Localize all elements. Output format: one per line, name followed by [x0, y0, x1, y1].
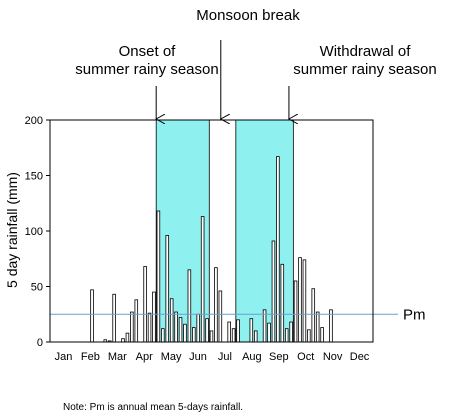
- bar-pentad-58: [302, 259, 307, 343]
- bar-pentad-51: [271, 240, 276, 343]
- bar-pentad-37: [209, 330, 214, 343]
- x-tick-label-dec: Dec: [350, 351, 370, 363]
- annotations: Onset of summer rainy season Monsoon break…: [75, 7, 437, 119]
- x-tick-label-apr: Apr: [136, 351, 153, 363]
- bar-pentad-20: [134, 299, 139, 343]
- x-tick-label-oct: Oct: [297, 351, 314, 363]
- bar-pentad-23: [147, 312, 152, 343]
- shaded-period-2: [235, 119, 294, 343]
- x-tick-label-mar: Mar: [108, 351, 127, 363]
- y-tick-label: 200: [25, 115, 43, 127]
- bar-pentad-43: [236, 319, 240, 343]
- bar-pentad-30: [178, 317, 183, 343]
- bar-pentad-33: [192, 327, 196, 343]
- x-tick-label-feb: Feb: [81, 351, 100, 363]
- bar-pentad-31: [183, 323, 187, 343]
- x-tick-label-sep: Sep: [269, 351, 289, 363]
- annotation-onset: Onset of summer rainy season: [75, 43, 218, 78]
- y-axis-label: 5 day rainfall (mm): [4, 172, 20, 288]
- y-tick-label: 150: [25, 171, 43, 183]
- bar-pentad-29: [174, 311, 178, 343]
- bar-pentad-59: [307, 329, 311, 343]
- bar-pentad-61: [315, 311, 320, 343]
- bar-pentad-53: [280, 263, 285, 343]
- bar-pentad-34: [196, 313, 200, 343]
- x-tick-label-may: May: [161, 351, 182, 363]
- x-tick-label-jul: Jul: [218, 351, 232, 363]
- bar-pentad-19: [130, 311, 134, 343]
- x-tick-label-jun: Jun: [189, 351, 207, 363]
- bar-pentad-55: [289, 321, 293, 343]
- annotation-break: Monsoon break: [196, 7, 300, 24]
- bar-pentad-28: [169, 298, 174, 343]
- reference-line-group: Pm: [50, 306, 426, 323]
- bar-pentad-57: [298, 257, 302, 343]
- bar-pentad-24: [152, 291, 156, 343]
- bar-pentad-46: [249, 318, 254, 343]
- shaded-period-1: [155, 119, 210, 343]
- bar-pentad-62: [320, 327, 324, 343]
- bar-pentad-25: [156, 210, 161, 343]
- bar-pentad-60: [311, 288, 316, 343]
- plot-frame: [49, 119, 374, 343]
- y-tick-label: 100: [25, 226, 43, 238]
- bar-pentad-47: [253, 330, 258, 343]
- chart-note: Note: Pm is annual mean 5-days rainfall.: [63, 402, 243, 413]
- bar-pentad-10: [90, 289, 94, 343]
- bar-pentad-39: [218, 290, 223, 343]
- bar-pentad-22: [143, 266, 147, 343]
- bar-pentad-27: [165, 235, 170, 343]
- bar-series: [90, 156, 333, 343]
- bar-pentad-38: [214, 267, 218, 343]
- reference-line-label: Pm: [403, 306, 426, 323]
- bar-pentad-15: [112, 293, 116, 343]
- bar-pentad-42: [231, 328, 236, 343]
- bar-pentad-35: [200, 216, 205, 343]
- y-tick-label: 50: [31, 282, 43, 294]
- shaded-periods: [155, 119, 294, 343]
- bar-pentad-54: [284, 328, 289, 343]
- bar-pentad-26: [161, 328, 165, 343]
- bar-pentad-50: [267, 322, 271, 343]
- x-tick-label-nov: Nov: [323, 351, 343, 363]
- bar-pentad-18: [125, 332, 130, 343]
- x-tick-label-aug: Aug: [242, 351, 262, 363]
- axes: 0 50 100 150 200 Jan Feb Mar Apr May Jun Jul Aug Sep O…: [25, 115, 374, 363]
- y-tick-label: 0: [37, 337, 43, 349]
- annotation-withdrawal: Withdrawal of summer rainy season: [293, 43, 436, 78]
- bar-pentad-41: [227, 321, 231, 343]
- bar-pentad-32: [187, 269, 192, 343]
- bar-pentad-56: [293, 280, 298, 343]
- bar-pentad-36: [205, 318, 209, 343]
- x-tick-label-jan: Jan: [55, 351, 73, 363]
